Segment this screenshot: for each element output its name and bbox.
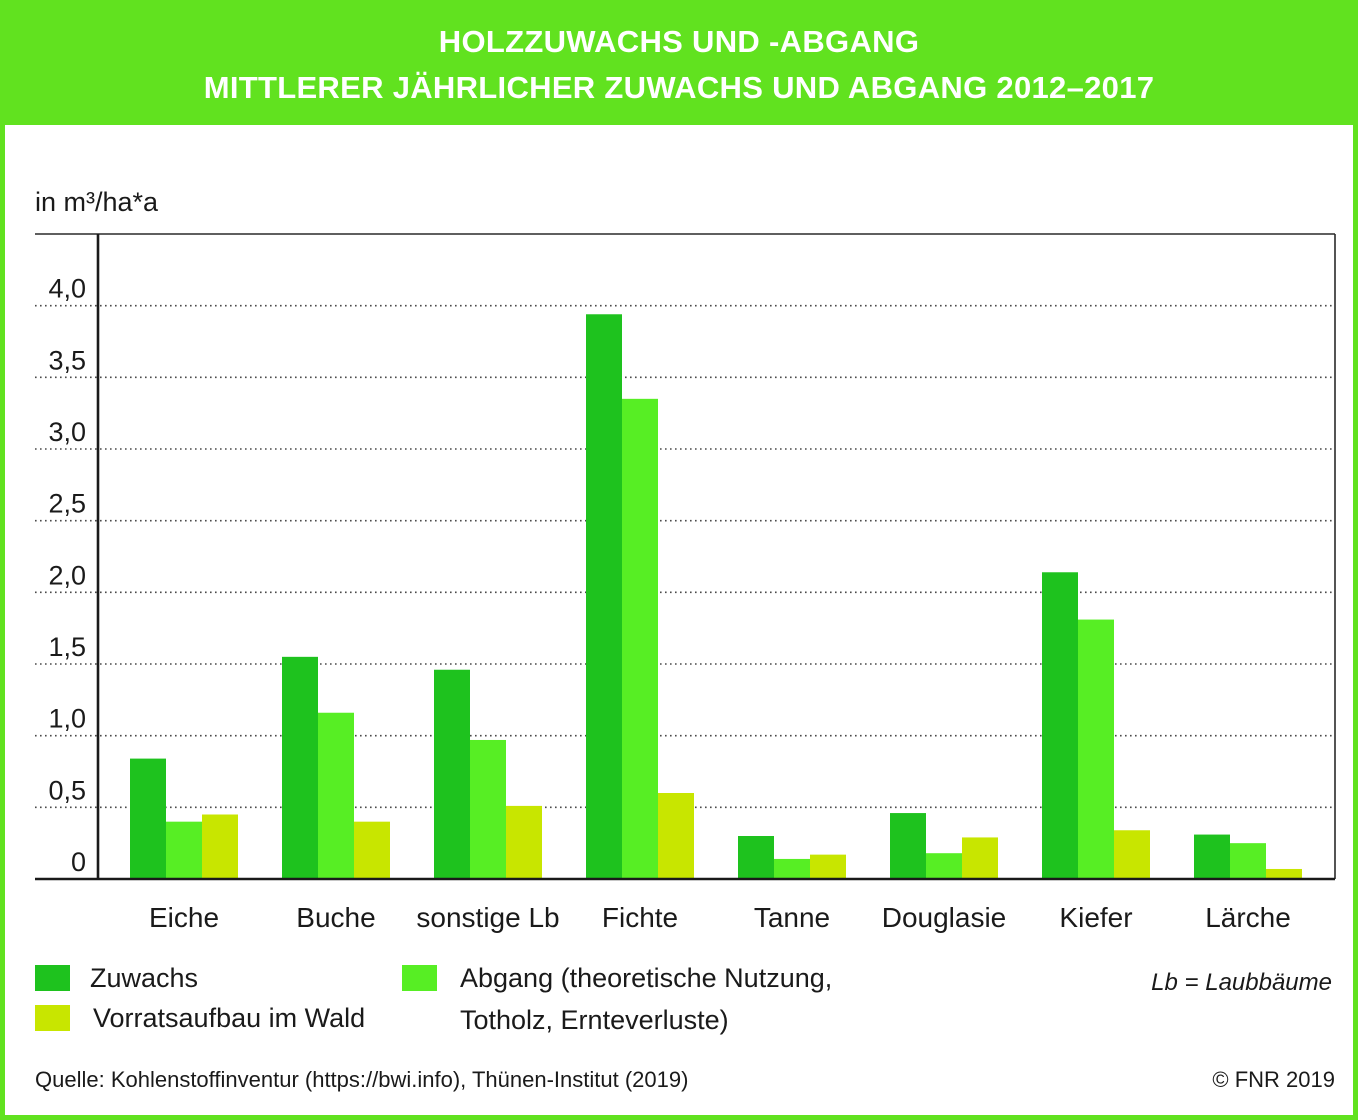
x-tick-label: Buche bbox=[296, 902, 375, 933]
y-tick-label: 0,5 bbox=[48, 775, 86, 805]
bar-zuwachs-laerche bbox=[1194, 834, 1230, 879]
x-tick-labels: Eiche Buche sonstige Lb Fichte Tanne Douglasi… bbox=[149, 902, 1291, 933]
y-tick-label: 3,0 bbox=[48, 417, 86, 447]
y-tick-label: 2,5 bbox=[48, 489, 86, 519]
y-tick-label: 1,5 bbox=[48, 632, 86, 662]
bar-abgang-douglasie bbox=[926, 853, 962, 879]
bar-chart: 0 0,5 1,0 1,5 2,0 2,5 3,0 3,5 4,0 Eiche Buche sonst… bbox=[35, 233, 1336, 933]
y-tick-labels: 0 0,5 1,0 1,5 2,0 2,5 3,0 3,5 4,0 bbox=[48, 274, 86, 877]
y-tick-label: 2,0 bbox=[48, 560, 86, 590]
copyright-notice: © FNR 2019 bbox=[1212, 1067, 1335, 1092]
bar-vorratsaufbau-laerche bbox=[1266, 868, 1302, 879]
bar-vorratsaufbau-douglasie bbox=[962, 837, 998, 879]
y-tick-label: 1,0 bbox=[48, 704, 86, 734]
bar-zuwachs-douglasie bbox=[890, 813, 926, 879]
legend-label-abgang: Abgang (theoretische Nutzung, Totholz, E… bbox=[460, 963, 833, 1035]
bar-vorratsaufbau-buche bbox=[354, 821, 390, 879]
chart-subtitle: MITTLERER JÄHRLICHER ZUWACHS UND ABGANG … bbox=[203, 70, 1155, 105]
chart-title: HOLZZUWACHS UND -ABGANG bbox=[438, 24, 920, 59]
x-tick-label: Kiefer bbox=[1059, 902, 1132, 933]
x-tick-label: Lärche bbox=[1205, 902, 1291, 933]
bar-abgang-buche bbox=[318, 712, 354, 879]
bar-abgang-laerche bbox=[1230, 843, 1266, 879]
bar-abgang-sonstige-lb bbox=[470, 739, 506, 879]
x-tick-label: sonstige Lb bbox=[416, 902, 559, 933]
bar-vorratsaufbau-eiche bbox=[202, 814, 238, 879]
bar-zuwachs-kiefer bbox=[1042, 572, 1078, 879]
bar-zuwachs-eiche bbox=[130, 758, 166, 879]
bar-abgang-fichte bbox=[622, 398, 658, 879]
bar-vorratsaufbau-tanne bbox=[810, 854, 846, 879]
bar-vorratsaufbau-fichte bbox=[658, 793, 694, 879]
bar-zuwachs-sonstige-lb bbox=[434, 669, 470, 879]
bar-abgang-eiche bbox=[166, 821, 202, 879]
bar-abgang-tanne bbox=[774, 858, 810, 879]
y-axis-unit-label: in m³/ha*a bbox=[35, 187, 159, 217]
legend-swatch-abgang bbox=[402, 965, 437, 991]
x-tick-label: Fichte bbox=[602, 902, 678, 933]
bar-zuwachs-tanne bbox=[738, 836, 774, 879]
gridlines bbox=[35, 304, 1335, 809]
bar-abgang-kiefer bbox=[1078, 619, 1114, 879]
legend-label-vorratsaufbau: Vorratsaufbau im Wald bbox=[93, 1003, 366, 1033]
bars bbox=[130, 314, 1302, 879]
header-banner: HOLZZUWACHS UND -ABGANG MITTLERER JÄHRLI… bbox=[0, 0, 1358, 125]
x-tick-label: Tanne bbox=[754, 902, 830, 933]
bar-vorratsaufbau-kiefer bbox=[1114, 830, 1150, 879]
abbreviation-note: Lb = Laubbäume bbox=[1151, 969, 1332, 996]
legend-swatch-zuwachs bbox=[35, 965, 70, 991]
source-credit: Quelle: Kohlenstoffinventur (https://bwi… bbox=[35, 1067, 689, 1092]
legend-swatch-vorratsaufbau bbox=[35, 1005, 70, 1031]
legend: Zuwachs Abgang (theoretische Nutzung, To… bbox=[0, 940, 900, 1045]
y-tick-label: 3,5 bbox=[48, 345, 86, 375]
x-tick-label: Douglasie bbox=[882, 902, 1007, 933]
legend-label-zuwachs: Zuwachs bbox=[90, 963, 199, 993]
y-tick-label: 0 bbox=[71, 847, 86, 877]
y-tick-label: 4,0 bbox=[48, 274, 86, 304]
bar-zuwachs-buche bbox=[282, 656, 318, 879]
x-tick-label: Eiche bbox=[149, 902, 219, 933]
bar-zuwachs-fichte bbox=[586, 314, 622, 879]
bar-vorratsaufbau-sonstige-lb bbox=[506, 805, 542, 879]
chart-panel bbox=[5, 125, 1353, 1115]
